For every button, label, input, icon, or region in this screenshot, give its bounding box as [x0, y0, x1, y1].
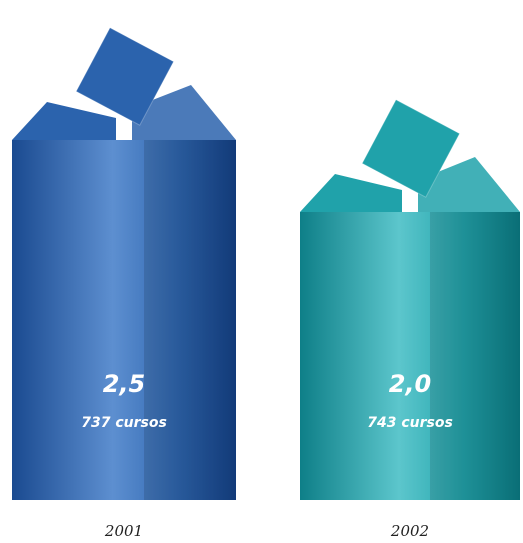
bar: [300, 212, 520, 500]
bar-shade: [430, 212, 520, 500]
bar: [12, 140, 236, 500]
x-tick-label: 2001: [104, 522, 143, 540]
value-label: 2,0: [389, 370, 432, 398]
x-tick-label: 2002: [390, 522, 429, 540]
roof: [418, 157, 520, 212]
roof: [132, 85, 236, 140]
cube: [361, 99, 461, 198]
cube: [75, 27, 175, 126]
roof: [12, 102, 116, 140]
roof: [300, 174, 402, 212]
value-label: 2,5: [103, 370, 146, 398]
annotation: 743 cursos: [367, 415, 453, 431]
bar-shade: [144, 140, 236, 500]
annotation: 737 cursos: [81, 415, 167, 431]
